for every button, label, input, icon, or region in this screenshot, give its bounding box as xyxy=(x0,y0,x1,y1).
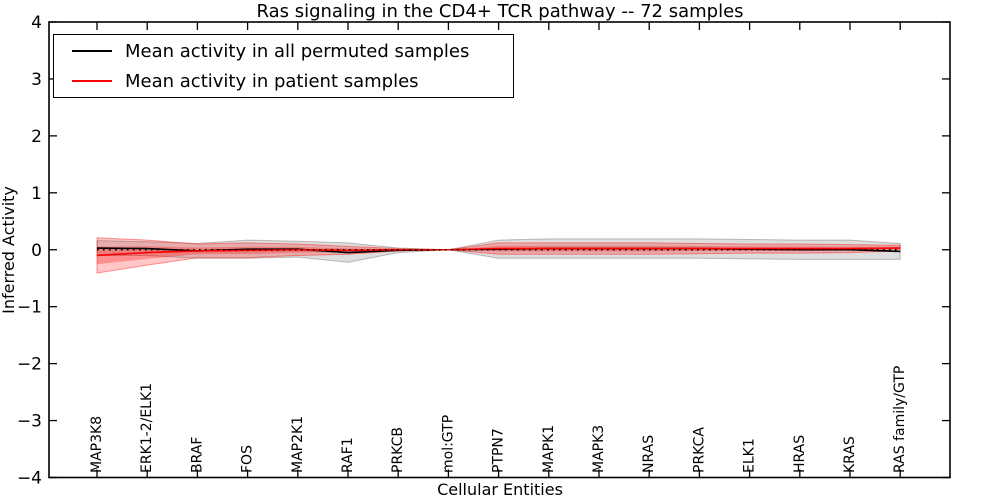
x-axis-label: Cellular Entities xyxy=(437,480,563,499)
x-entity-label: MAPK3 xyxy=(591,425,607,473)
legend-label-permuted-samples: Mean activity in all permuted samples xyxy=(125,40,470,62)
x-entity-label: ELK1 xyxy=(742,438,758,473)
x-entity-label: RAS family/GTP xyxy=(892,366,908,473)
chart-title: Ras signaling in the CD4+ TCR pathway --… xyxy=(256,1,744,22)
y-tick-label: 1 xyxy=(31,184,42,204)
y-tick-label: −2 xyxy=(17,355,42,375)
x-entity-label: mol:GTP xyxy=(440,415,456,473)
y-tick-label: 3 xyxy=(31,70,42,90)
x-entity-label: NRAS xyxy=(641,435,657,473)
x-entity-label: BRAF xyxy=(189,437,205,473)
x-entity-label: PRKCA xyxy=(691,427,707,473)
x-entity-label: MAP3K8 xyxy=(89,416,105,473)
y-tick-label: 4 xyxy=(31,13,42,33)
y-tick-label: −1 xyxy=(17,298,42,318)
legend-label-patient-samples: Mean activity in patient samples xyxy=(125,70,419,92)
x-entity-label: HRAS xyxy=(792,435,808,473)
x-entity-label: PRKCB xyxy=(390,427,406,473)
legend-item-permuted-samples: Mean activity in all permuted samples xyxy=(54,37,513,65)
x-entity-label: RAF1 xyxy=(340,437,356,473)
y-tick-label: −4 xyxy=(17,469,42,489)
legend-line-swatch-black xyxy=(72,50,112,52)
x-entity-label: MAPK1 xyxy=(541,425,557,473)
y-tick-label: 2 xyxy=(31,127,42,147)
legend-box: Mean activity in all permuted samples Me… xyxy=(53,34,514,98)
y-axis-label: Inferred Activity xyxy=(0,186,18,314)
y-tick-label: −3 xyxy=(17,412,42,432)
x-entity-label: ERK1-2/ELK1 xyxy=(139,383,155,473)
x-entity-label: KRAS xyxy=(842,436,858,473)
x-entity-label: PTPN7 xyxy=(491,428,507,473)
legend-line-swatch-red xyxy=(72,80,112,82)
x-entity-label: FOS xyxy=(240,445,256,473)
y-tick-label: 0 xyxy=(31,241,42,261)
x-entity-label: MAP2K1 xyxy=(290,416,306,473)
legend-item-patient-samples: Mean activity in patient samples xyxy=(54,67,513,95)
